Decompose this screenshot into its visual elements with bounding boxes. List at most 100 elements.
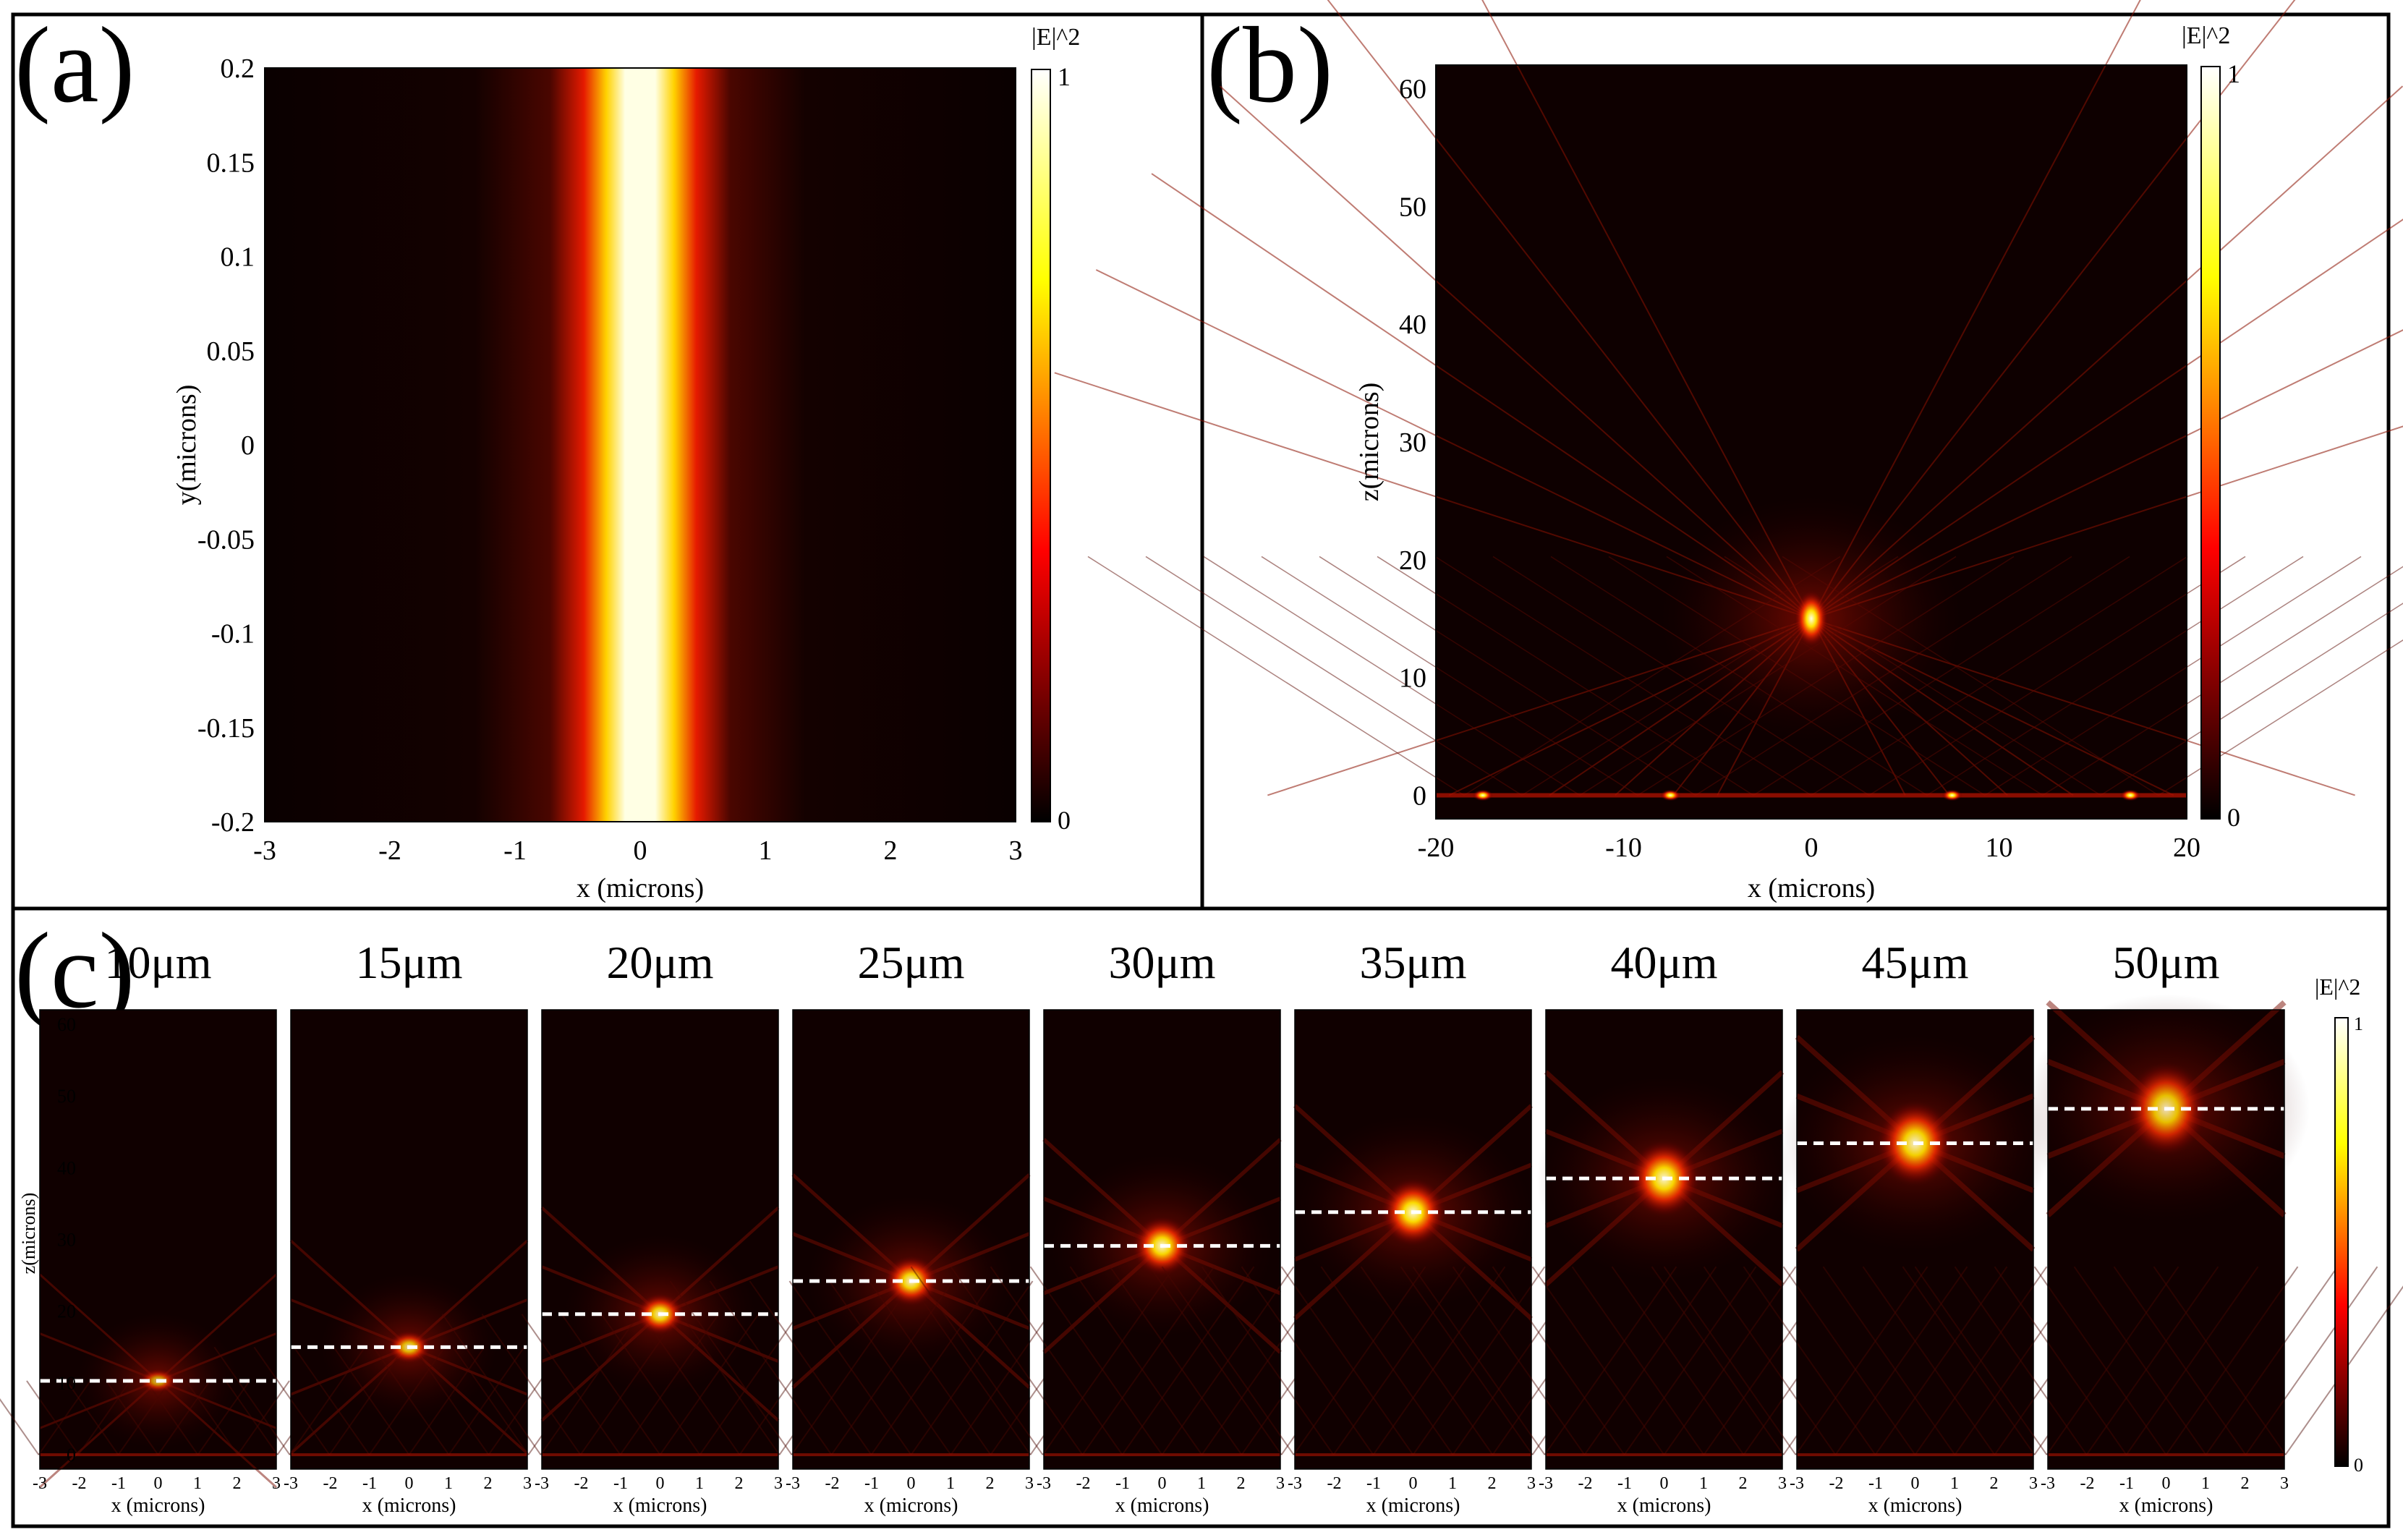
y-tick-label: 0.15 bbox=[207, 148, 255, 178]
lattice-line bbox=[1782, 1266, 1916, 1455]
lattice-line bbox=[328, 1346, 406, 1455]
x-axis-label: x (microns) bbox=[2119, 1494, 2213, 1517]
lattice-line bbox=[1492, 556, 1870, 796]
x-tick-label: 1 bbox=[1197, 1474, 1206, 1493]
x-axis-label: x (microns) bbox=[864, 1494, 958, 1517]
lattice-line bbox=[38, 1380, 91, 1455]
x-tick-label: 1 bbox=[695, 1474, 704, 1493]
x-axis-label: x (microns) bbox=[1617, 1494, 1711, 1517]
x-tick-label: 1 bbox=[759, 835, 773, 866]
plot-frame bbox=[1294, 1009, 1532, 1470]
colorbar-min: 0 bbox=[2227, 803, 2240, 832]
x-tick-label: -3 bbox=[1037, 1474, 1051, 1493]
lattice-line bbox=[910, 1266, 1044, 1455]
lattice-line bbox=[1241, 1266, 1374, 1455]
panel-label: (a) bbox=[14, 5, 135, 125]
x-tick-label: -3 bbox=[1539, 1474, 1553, 1493]
y-tick-label: 0.2 bbox=[221, 54, 255, 84]
diffraction-rays bbox=[1054, 0, 2403, 796]
subplot: 45μm -3 -2 -1 0 1 2 3 x (microns) bbox=[1663, 937, 2167, 1517]
lattice-line bbox=[481, 1314, 582, 1455]
colorbar-gradient bbox=[2334, 1017, 2349, 1467]
lattice-line bbox=[1822, 1266, 1956, 1455]
lattice-line bbox=[1372, 1266, 1506, 1455]
subplot-title: 20μm bbox=[606, 937, 713, 988]
lattice-line bbox=[2158, 639, 2403, 796]
ray-upper bbox=[1811, 85, 2403, 619]
lattice-line bbox=[788, 1280, 912, 1455]
lattice-line bbox=[368, 1346, 446, 1455]
y-tick-label: -0.15 bbox=[197, 713, 255, 744]
x-axis-label: x (microns) bbox=[577, 873, 704, 903]
x-tick-label: -2 bbox=[1076, 1474, 1091, 1493]
lattice-line bbox=[1608, 556, 1986, 796]
x-tick-label: 2 bbox=[1237, 1474, 1246, 1493]
x-tick-label: 3 bbox=[2029, 1474, 2038, 1493]
x-tick-label: 3 bbox=[1527, 1474, 1536, 1493]
x-tick-label: -1 bbox=[503, 835, 527, 866]
lattice-line bbox=[2153, 1266, 2287, 1455]
lattice-line bbox=[1531, 1266, 1665, 1455]
lattice-line bbox=[1320, 1266, 1454, 1455]
lattice-line bbox=[117, 1380, 171, 1455]
lattice-line bbox=[293, 1346, 370, 1455]
ray bbox=[38, 1273, 159, 1382]
ray-upper bbox=[1481, 0, 1812, 619]
x-tick-label: 2 bbox=[484, 1474, 493, 1493]
lattice-line bbox=[1550, 556, 1928, 796]
x-tick-label: -2 bbox=[825, 1474, 840, 1493]
x-tick-label: -1 bbox=[1617, 1474, 1632, 1493]
colorbar-min: 0 bbox=[2354, 1455, 2363, 1476]
subplot-title: 15μm bbox=[355, 937, 462, 988]
x-tick-label: 1 bbox=[1699, 1474, 1708, 1493]
ray bbox=[540, 1206, 661, 1316]
subplot: 30μm -3 -2 -1 0 1 2 3 x (microns) bbox=[910, 937, 1414, 1517]
lattice-line bbox=[1109, 1266, 1243, 1455]
y-tick-label: 10 bbox=[1399, 663, 1426, 694]
ray-lower bbox=[1448, 618, 1812, 796]
lattice-line bbox=[521, 1314, 621, 1455]
x-tick-label: 1 bbox=[946, 1474, 955, 1493]
lattice-line bbox=[1400, 1266, 1534, 1455]
x-tick-label: 3 bbox=[1025, 1474, 1034, 1493]
lattice-line bbox=[1637, 556, 2015, 796]
lattice-line bbox=[1926, 556, 2304, 796]
ray bbox=[408, 1345, 529, 1455]
plot-frame bbox=[39, 1009, 277, 1470]
lattice-line bbox=[26, 1380, 80, 1455]
colorbar-title: |E|^2 bbox=[2182, 22, 2230, 49]
lattice-line bbox=[1571, 1266, 1705, 1455]
y-tick-label: 0 bbox=[241, 430, 255, 461]
colorbar-min: 0 bbox=[1058, 806, 1071, 835]
x-tick-label: 1 bbox=[1950, 1474, 1959, 1493]
lattice-line bbox=[1914, 1266, 2048, 1455]
lattice-line bbox=[1782, 556, 2159, 796]
x-tick-label: 10 bbox=[1986, 833, 2013, 863]
lattice-line bbox=[1161, 1266, 1295, 1455]
lattice-line bbox=[1149, 1266, 1283, 1455]
lattice-line bbox=[2085, 1266, 2219, 1455]
x-tick-label: 3 bbox=[2280, 1474, 2289, 1493]
lattice-line bbox=[1029, 1266, 1163, 1455]
lattice-line bbox=[1666, 556, 2043, 796]
lattice-line bbox=[1874, 1266, 2008, 1455]
y-tick-label: 10 bbox=[57, 1373, 76, 1394]
lattice-line bbox=[441, 1314, 542, 1455]
subplots: 10μm -3 -2 -1 0 1 2 3 x (microns) 15μm -3 -2 -1 0 1 2 3 x… bbox=[0, 937, 2403, 1517]
ray bbox=[540, 1313, 661, 1422]
lattice-line bbox=[145, 1380, 199, 1455]
lattice-line bbox=[2205, 1266, 2339, 1455]
y-tick-label: 20 bbox=[57, 1301, 76, 1322]
x-tick-label: 3 bbox=[523, 1474, 532, 1493]
x-tick-label: -1 bbox=[1115, 1474, 1130, 1493]
ray-lower bbox=[1672, 618, 1812, 796]
lattice-line bbox=[1724, 556, 2101, 796]
x-tick-label: -20 bbox=[1418, 833, 1455, 863]
lattice-line bbox=[540, 1314, 640, 1455]
x-tick-label: -1 bbox=[613, 1474, 628, 1493]
ray-lower bbox=[1615, 618, 1812, 796]
x-tick-label: 1 bbox=[1448, 1474, 1457, 1493]
x-tick-label: 2 bbox=[884, 835, 898, 866]
x-tick-label: 0 bbox=[2162, 1474, 2171, 1493]
